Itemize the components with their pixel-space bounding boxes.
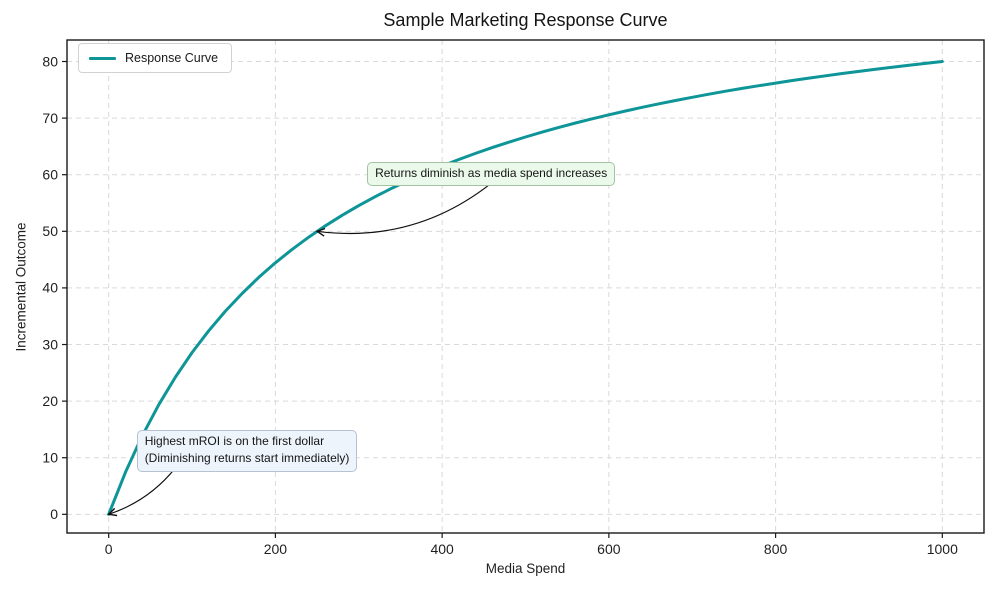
response-curve-line: [107, 60, 944, 516]
annotation-highest-mroi: Highest mROI is on the first dollar (Dim…: [136, 429, 358, 472]
x-tick-label: 200: [264, 541, 288, 557]
y-tick-label: 20: [42, 393, 58, 409]
plot-border: [66, 39, 985, 534]
y-tick-label: 70: [42, 110, 58, 126]
y-tick-label: 50: [42, 223, 58, 239]
legend-line-sample: [89, 56, 116, 60]
annotation-text-line-1: Highest mROI is on the first dollar: [144, 433, 325, 448]
x-tick-label: 0: [105, 541, 113, 557]
y-tick-labels: 0 10 20 30 40 50 60 70 80: [42, 53, 58, 522]
legend: Response Curve: [78, 43, 233, 73]
x-tick-label: 400: [430, 541, 454, 557]
x-tick-label: 800: [764, 541, 788, 557]
legend-label: Response Curve: [125, 51, 219, 65]
y-tick-label: 10: [42, 450, 58, 466]
y-tick-label: 0: [50, 506, 58, 522]
annotation-arrow: [315, 182, 492, 237]
y-tick-label: 30: [42, 336, 58, 352]
y-tick-label: 40: [42, 280, 58, 296]
axis-tick-marks: [62, 60, 943, 538]
chart-title: Sample Marketing Response Curve: [383, 10, 668, 30]
annotation-text-line-2: (Diminishing returns start immediately): [144, 451, 350, 466]
y-axis-label: Incremental Outcome: [13, 222, 29, 352]
annotation-arrows: [107, 182, 492, 517]
annotation-arrow: [107, 467, 176, 517]
x-tick-label: 600: [597, 541, 621, 557]
annotation-diminishing-returns: Returns diminish as media spend increase…: [367, 161, 616, 187]
x-tick-labels: 0 200 400 600 800 1000: [105, 541, 958, 557]
gridlines: [67, 40, 984, 533]
annotation-text: Returns diminish as media spend increase…: [375, 165, 608, 180]
y-tick-label: 80: [42, 53, 58, 69]
x-tick-label: 1000: [927, 541, 958, 557]
x-axis-label: Media Spend: [485, 561, 566, 576]
y-tick-label: 60: [42, 167, 58, 183]
